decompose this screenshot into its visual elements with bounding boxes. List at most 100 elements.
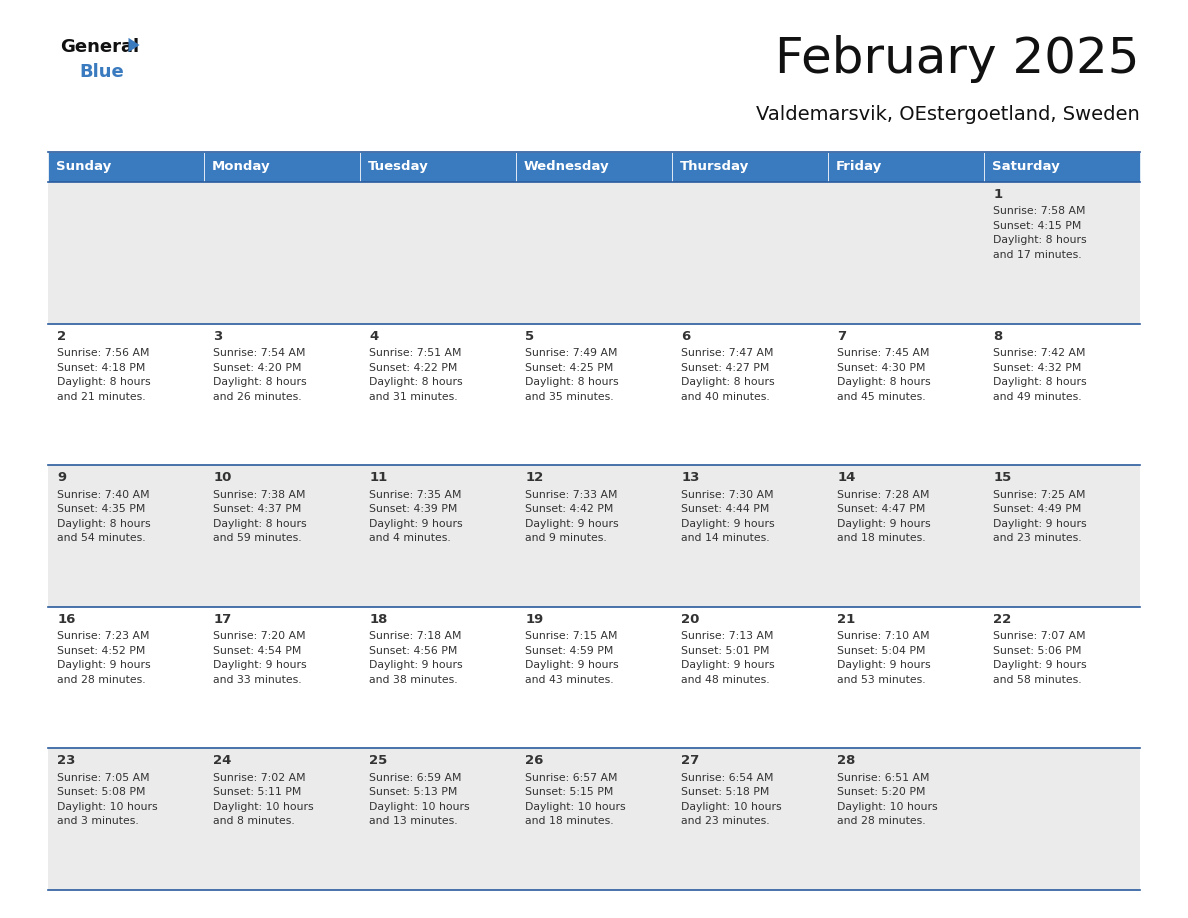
Text: Sunset: 4:52 PM: Sunset: 4:52 PM: [57, 645, 146, 655]
Text: and 28 minutes.: and 28 minutes.: [838, 816, 925, 826]
Bar: [48, 748, 1140, 890]
Text: 4: 4: [369, 330, 379, 342]
Text: and 3 minutes.: and 3 minutes.: [57, 816, 139, 826]
Text: Sunset: 4:49 PM: Sunset: 4:49 PM: [993, 504, 1082, 514]
Text: Daylight: 8 hours: Daylight: 8 hours: [214, 377, 307, 387]
Text: Sunset: 4:44 PM: Sunset: 4:44 PM: [682, 504, 770, 514]
Text: Sunrise: 7:28 AM: Sunrise: 7:28 AM: [838, 489, 930, 499]
Text: Blue: Blue: [78, 63, 124, 81]
Text: and 26 minutes.: and 26 minutes.: [214, 392, 302, 401]
Text: Sunrise: 7:49 AM: Sunrise: 7:49 AM: [525, 348, 618, 358]
Text: and 23 minutes.: and 23 minutes.: [682, 816, 770, 826]
Text: Sunrise: 7:40 AM: Sunrise: 7:40 AM: [57, 489, 150, 499]
Text: Sunset: 4:20 PM: Sunset: 4:20 PM: [214, 363, 302, 373]
Text: Sunrise: 6:57 AM: Sunrise: 6:57 AM: [525, 773, 618, 783]
Text: Daylight: 9 hours: Daylight: 9 hours: [214, 660, 307, 670]
Text: Daylight: 8 hours: Daylight: 8 hours: [682, 377, 775, 387]
Text: Sunrise: 7:45 AM: Sunrise: 7:45 AM: [838, 348, 930, 358]
Text: and 33 minutes.: and 33 minutes.: [214, 675, 302, 685]
Text: Daylight: 10 hours: Daylight: 10 hours: [369, 802, 470, 812]
Text: 7: 7: [838, 330, 847, 342]
Text: Daylight: 9 hours: Daylight: 9 hours: [369, 660, 463, 670]
Text: Friday: Friday: [836, 161, 881, 174]
Text: Sunset: 4:56 PM: Sunset: 4:56 PM: [369, 645, 457, 655]
Text: Daylight: 10 hours: Daylight: 10 hours: [525, 802, 626, 812]
Text: Daylight: 8 hours: Daylight: 8 hours: [993, 236, 1087, 245]
Text: Sunrise: 7:10 AM: Sunrise: 7:10 AM: [838, 632, 930, 642]
Text: and 40 minutes.: and 40 minutes.: [682, 392, 770, 401]
Text: Sunrise: 6:51 AM: Sunrise: 6:51 AM: [838, 773, 930, 783]
Text: Sunset: 4:47 PM: Sunset: 4:47 PM: [838, 504, 925, 514]
Text: and 35 minutes.: and 35 minutes.: [525, 392, 614, 401]
Text: Sunrise: 7:23 AM: Sunrise: 7:23 AM: [57, 632, 150, 642]
Text: Sunday: Sunday: [56, 161, 110, 174]
Text: Daylight: 9 hours: Daylight: 9 hours: [57, 660, 151, 670]
Text: Sunset: 4:22 PM: Sunset: 4:22 PM: [369, 363, 457, 373]
Text: and 18 minutes.: and 18 minutes.: [525, 816, 614, 826]
Text: 12: 12: [525, 471, 544, 484]
Text: Thursday: Thursday: [680, 161, 750, 174]
Bar: [48, 324, 1140, 465]
Text: Daylight: 10 hours: Daylight: 10 hours: [214, 802, 314, 812]
Text: 23: 23: [57, 755, 76, 767]
Bar: [828, 152, 984, 182]
Text: and 13 minutes.: and 13 minutes.: [369, 816, 459, 826]
Text: Sunset: 4:39 PM: Sunset: 4:39 PM: [369, 504, 457, 514]
Text: Daylight: 9 hours: Daylight: 9 hours: [525, 519, 619, 529]
Text: Sunset: 4:18 PM: Sunset: 4:18 PM: [57, 363, 146, 373]
Text: Daylight: 9 hours: Daylight: 9 hours: [993, 660, 1087, 670]
Text: Sunrise: 7:38 AM: Sunrise: 7:38 AM: [214, 489, 305, 499]
Text: Daylight: 9 hours: Daylight: 9 hours: [525, 660, 619, 670]
Text: Sunset: 5:08 PM: Sunset: 5:08 PM: [57, 788, 146, 798]
Text: and 45 minutes.: and 45 minutes.: [838, 392, 925, 401]
Text: 3: 3: [214, 330, 222, 342]
Text: and 14 minutes.: and 14 minutes.: [682, 533, 770, 543]
Text: 6: 6: [682, 330, 690, 342]
Bar: [204, 152, 360, 182]
Text: Sunset: 5:18 PM: Sunset: 5:18 PM: [682, 788, 770, 798]
Bar: [48, 465, 1140, 607]
Text: 16: 16: [57, 613, 76, 626]
Bar: [516, 152, 672, 182]
Text: Sunrise: 7:56 AM: Sunrise: 7:56 AM: [57, 348, 150, 358]
Text: Valdemarsvik, OEstergoetland, Sweden: Valdemarsvik, OEstergoetland, Sweden: [757, 105, 1140, 124]
Bar: [48, 152, 204, 182]
Polygon shape: [128, 38, 139, 52]
Text: and 53 minutes.: and 53 minutes.: [838, 675, 925, 685]
Text: Sunrise: 7:15 AM: Sunrise: 7:15 AM: [525, 632, 618, 642]
Text: Daylight: 8 hours: Daylight: 8 hours: [993, 377, 1087, 387]
Text: 17: 17: [214, 613, 232, 626]
Text: Daylight: 10 hours: Daylight: 10 hours: [57, 802, 158, 812]
Text: and 54 minutes.: and 54 minutes.: [57, 533, 146, 543]
Text: and 31 minutes.: and 31 minutes.: [369, 392, 459, 401]
Text: 9: 9: [57, 471, 67, 484]
Text: Tuesday: Tuesday: [368, 161, 429, 174]
Text: Sunrise: 7:18 AM: Sunrise: 7:18 AM: [369, 632, 462, 642]
Text: Sunrise: 6:54 AM: Sunrise: 6:54 AM: [682, 773, 773, 783]
Text: Sunset: 4:27 PM: Sunset: 4:27 PM: [682, 363, 770, 373]
Bar: [48, 182, 1140, 324]
Text: 5: 5: [525, 330, 535, 342]
Text: 11: 11: [369, 471, 387, 484]
Text: Sunrise: 7:13 AM: Sunrise: 7:13 AM: [682, 632, 773, 642]
Text: and 8 minutes.: and 8 minutes.: [214, 816, 295, 826]
Text: Sunrise: 7:30 AM: Sunrise: 7:30 AM: [682, 489, 775, 499]
Text: Daylight: 9 hours: Daylight: 9 hours: [838, 519, 931, 529]
Text: 10: 10: [214, 471, 232, 484]
Text: 15: 15: [993, 471, 1012, 484]
Text: Sunset: 5:04 PM: Sunset: 5:04 PM: [838, 645, 925, 655]
Text: 27: 27: [682, 755, 700, 767]
Text: Daylight: 8 hours: Daylight: 8 hours: [57, 377, 151, 387]
Text: Sunset: 5:06 PM: Sunset: 5:06 PM: [993, 645, 1082, 655]
Text: 8: 8: [993, 330, 1003, 342]
Text: Sunset: 4:30 PM: Sunset: 4:30 PM: [838, 363, 925, 373]
Text: and 28 minutes.: and 28 minutes.: [57, 675, 146, 685]
Text: Sunrise: 7:05 AM: Sunrise: 7:05 AM: [57, 773, 150, 783]
Text: Sunset: 4:32 PM: Sunset: 4:32 PM: [993, 363, 1082, 373]
Text: 26: 26: [525, 755, 544, 767]
Text: and 49 minutes.: and 49 minutes.: [993, 392, 1082, 401]
Text: Sunrise: 7:51 AM: Sunrise: 7:51 AM: [369, 348, 462, 358]
Text: Sunset: 5:15 PM: Sunset: 5:15 PM: [525, 788, 614, 798]
Text: and 43 minutes.: and 43 minutes.: [525, 675, 614, 685]
Text: Sunrise: 7:07 AM: Sunrise: 7:07 AM: [993, 632, 1086, 642]
